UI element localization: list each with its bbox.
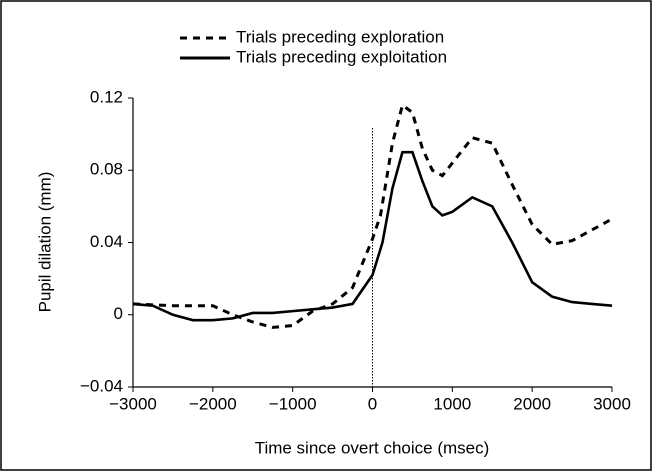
line-series xyxy=(132,150,613,322)
y-tick-label: 0.04 xyxy=(90,232,123,251)
y-tick-label: −0.04 xyxy=(80,376,123,395)
y-axis-label: Pupil dilation (mm) xyxy=(35,172,54,313)
x-axis-label: Time since overt choice (msec) xyxy=(255,438,490,457)
x-tick-label: 2000 xyxy=(513,394,551,413)
x-tick-label: −1000 xyxy=(269,394,317,413)
x-tick-label: −2000 xyxy=(189,394,237,413)
y-tick-label: 0 xyxy=(114,304,123,323)
y-tick-label: 0.08 xyxy=(90,160,123,179)
y-tick-label: 0.12 xyxy=(90,87,123,106)
x-tick-label: −3000 xyxy=(109,394,157,413)
x-tick-label: 3000 xyxy=(593,394,631,413)
legend-label: Trials preceding exploitation xyxy=(236,47,447,66)
x-tick-label: 0 xyxy=(368,394,377,413)
x-tick-label: 1000 xyxy=(433,394,471,413)
legend-label: Trials preceding exploration xyxy=(236,27,444,46)
line-series xyxy=(132,102,613,329)
